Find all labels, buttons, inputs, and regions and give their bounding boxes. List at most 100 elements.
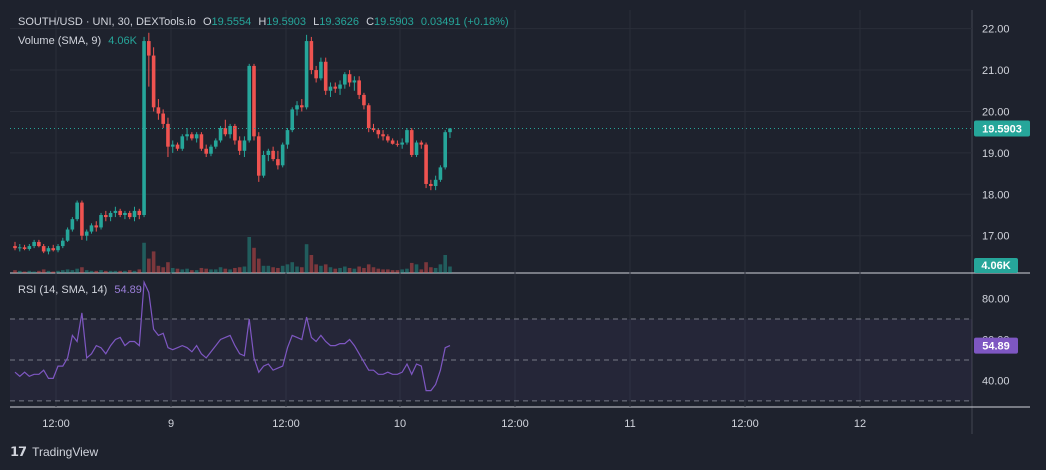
price-axis-label: 19.00 xyxy=(982,148,1010,160)
volume-bar xyxy=(89,270,94,273)
candle-body xyxy=(108,212,113,218)
candle xyxy=(280,142,285,168)
last-price-badge-text: 19.5903 xyxy=(982,123,1022,135)
candle xyxy=(328,82,333,97)
candle xyxy=(108,210,113,222)
volume-bar xyxy=(80,267,84,273)
candle xyxy=(75,200,79,222)
candle-body xyxy=(56,246,60,251)
candle-body xyxy=(13,246,17,249)
volume-legend[interactable]: Volume (SMA, 9) 4.06K xyxy=(18,35,141,47)
candle-body xyxy=(94,225,99,228)
candle-body xyxy=(75,202,79,220)
candle-body xyxy=(285,130,290,145)
volume-bar xyxy=(166,262,170,273)
candle-body xyxy=(323,61,328,91)
candle xyxy=(170,140,175,153)
candle-body xyxy=(252,65,256,137)
time-axis-label: 9 xyxy=(168,418,174,430)
volume-bar xyxy=(213,269,218,273)
volume-bar xyxy=(448,266,452,273)
candle xyxy=(204,144,208,158)
rsi-legend[interactable]: RSI (14, SMA, 14) 54.89 xyxy=(18,284,146,296)
candle xyxy=(343,72,347,89)
candle xyxy=(386,134,390,143)
price-axis-label: 17.00 xyxy=(982,231,1010,243)
candle-body xyxy=(180,136,185,149)
candle xyxy=(390,138,395,145)
volume-bar xyxy=(429,267,433,273)
price-change: 0.03491 (+0.18%) xyxy=(420,16,509,28)
volume-bar xyxy=(170,267,175,273)
candle xyxy=(256,132,261,182)
plot-area xyxy=(10,10,972,407)
candle-body xyxy=(338,84,342,89)
symbol-title[interactable]: SOUTH/USD · UNI, 30, DEXTools.io xyxy=(18,16,196,28)
tradingview-branding[interactable]: 𝟭𝟳 TradingView xyxy=(10,444,98,460)
candle xyxy=(347,70,352,87)
candle xyxy=(209,144,213,157)
candle-body xyxy=(314,70,318,79)
volume-bar xyxy=(84,270,89,273)
volume-bar xyxy=(309,255,314,273)
time-axis-label: 12 xyxy=(854,418,866,430)
volume-bar xyxy=(22,271,27,273)
close-value: 19.5903 xyxy=(374,16,414,28)
volume-bar xyxy=(261,265,266,273)
volume-bar xyxy=(137,269,142,273)
candle xyxy=(247,63,252,143)
candle xyxy=(271,146,275,162)
candle xyxy=(175,142,180,151)
candle xyxy=(70,217,75,232)
candle-body xyxy=(448,128,452,133)
candle xyxy=(32,239,36,249)
candle-body xyxy=(328,86,333,91)
candle-body xyxy=(199,134,204,149)
candle xyxy=(242,136,247,158)
candle-body xyxy=(41,246,46,252)
volume-badge-text: 4.06K xyxy=(981,260,1010,272)
rsi-axis-label: 40.00 xyxy=(982,375,1010,387)
volume-bar xyxy=(175,268,180,273)
candle-body xyxy=(352,80,357,83)
candle-body xyxy=(429,183,433,187)
volume-bar xyxy=(280,265,285,273)
candle-body xyxy=(170,144,175,147)
volume-bar xyxy=(13,270,17,273)
candle-body xyxy=(147,41,151,56)
time-axis-label: 12:00 xyxy=(501,418,529,430)
candle-body xyxy=(213,140,218,147)
volume-value: 4.06K xyxy=(108,35,137,47)
volume-bar xyxy=(209,269,213,273)
volume-bar xyxy=(156,265,161,273)
candle-body xyxy=(32,241,36,247)
candle xyxy=(443,130,447,170)
candle xyxy=(37,239,41,248)
volume-bar xyxy=(290,262,295,273)
candle-body xyxy=(209,146,213,154)
rsi-badge xyxy=(974,337,1018,354)
volume-bar xyxy=(295,266,299,273)
candle-body xyxy=(37,241,41,247)
volume-bar xyxy=(27,270,32,273)
candle-body xyxy=(414,142,419,155)
candle xyxy=(300,99,304,112)
candle xyxy=(94,221,99,232)
volume-bar xyxy=(237,267,242,273)
volume-bar xyxy=(347,267,352,273)
volume-bar xyxy=(362,267,366,273)
volume-bar xyxy=(300,267,304,273)
candle xyxy=(99,212,103,230)
candle-body xyxy=(405,130,409,143)
candle-body xyxy=(376,130,381,135)
candle xyxy=(314,65,318,83)
volume-bar xyxy=(113,270,118,273)
candle xyxy=(56,244,60,253)
candle xyxy=(223,119,228,137)
candle-body xyxy=(390,140,395,144)
candle xyxy=(405,128,409,145)
volume-bar xyxy=(395,270,400,273)
candle-body xyxy=(319,61,323,79)
volume-bar xyxy=(304,244,309,273)
